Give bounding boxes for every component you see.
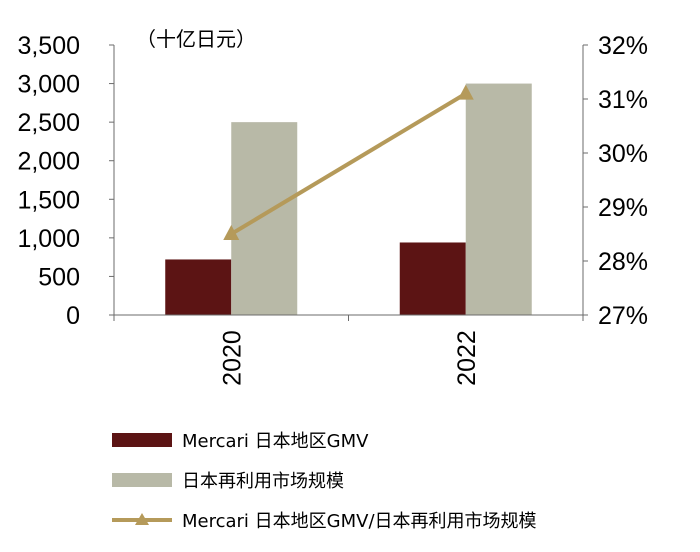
left-tick-label: 2,000 (17, 148, 80, 176)
legend-swatch-gmv (112, 433, 172, 447)
ratio-point (223, 225, 240, 240)
legend-label-market: 日本再利用市场规模 (182, 471, 344, 492)
legend-label-gmv: Mercari 日本地区GMV (182, 431, 369, 452)
right-tick-label: 32% (598, 32, 648, 60)
bar-1-2020 (231, 122, 298, 316)
legend-label-ratio: Mercari 日本地区GMV/日本再利用市场规模 (182, 511, 537, 532)
left-tick-label: 3,500 (17, 32, 80, 60)
ratio-line-path (230, 91, 467, 236)
bar-0-2020 (165, 259, 232, 315)
legend-item-market: 日本再利用市场规模 (112, 466, 344, 494)
legend-item-ratio: Mercari 日本地区GMV/日本再利用市场规模 (112, 506, 537, 534)
legend-item-gmv: Mercari 日本地区GMV (112, 426, 368, 454)
x-tick-label: 2022 (453, 330, 481, 386)
x-tick-label: 2020 (218, 330, 246, 386)
left-tick-label: 1,500 (17, 186, 80, 214)
left-tick-label: 2,500 (17, 109, 80, 137)
bar-1-2022 (465, 83, 532, 315)
unit-label: （十亿日元） (136, 27, 256, 51)
axes (109, 44, 588, 321)
ratio-line (223, 84, 474, 240)
left-tick-label: 0 (66, 302, 80, 330)
x-axis-labels: 2020 2022 (218, 330, 481, 386)
left-tick-label: 1,000 (17, 225, 80, 253)
right-axis-ticks: 27% 28% 29% 30% 31% 32% (598, 32, 648, 330)
bars (165, 83, 532, 316)
left-tick-label: 3,000 (17, 71, 80, 99)
legend-swatch-ratio (112, 513, 172, 525)
left-axis-ticks: 0 500 1,000 1,500 2,000 2,500 3,000 3,500 (17, 32, 80, 330)
right-tick-label: 30% (598, 140, 648, 168)
ratio-point (457, 84, 474, 100)
right-tick-label: 29% (598, 194, 648, 222)
left-tick-label: 500 (38, 263, 80, 291)
right-tick-label: 28% (598, 248, 648, 276)
right-tick-label: 27% (598, 302, 648, 330)
legend-swatch-market (112, 473, 172, 487)
right-tick-label: 31% (598, 86, 648, 114)
bar-0-2022 (399, 242, 466, 315)
